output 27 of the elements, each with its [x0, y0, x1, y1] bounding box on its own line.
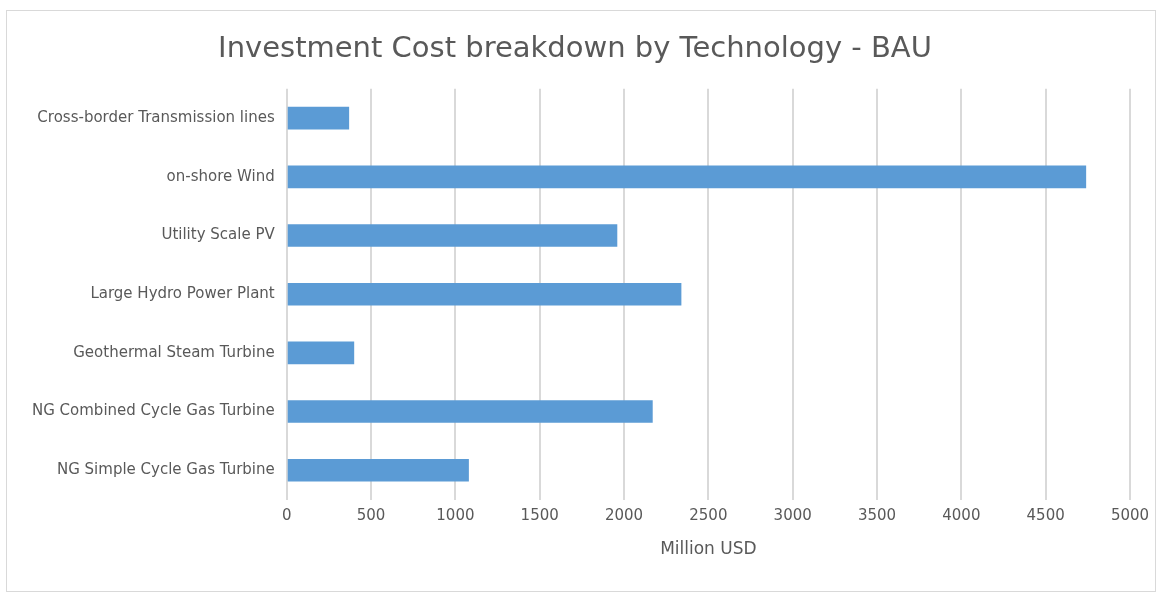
x-tick-label: 4000	[942, 506, 981, 525]
y-tick-label: Geothermal Steam Turbine	[73, 342, 275, 361]
y-tick-label: NG Simple Cycle Gas Turbine	[56, 460, 275, 479]
y-tick-label: Large Hydro Power Plant	[90, 284, 275, 303]
bar	[287, 341, 355, 365]
x-tick-label: 5000	[1110, 506, 1150, 525]
y-tick-label: on-shore Wind	[166, 166, 275, 185]
x-axis-title: Million USD	[660, 538, 757, 559]
x-tick-label: 1500	[520, 506, 559, 525]
y-tick-label: Cross-border Transmission lines	[37, 108, 275, 127]
bar	[287, 400, 653, 423]
bar	[287, 224, 618, 247]
x-tick-label: 2500	[689, 506, 728, 525]
x-tick-label: 500	[356, 506, 386, 525]
x-tick-label: 0	[281, 506, 292, 525]
y-tick-label: Utility Scale PV	[161, 225, 276, 244]
chart-title: Investment Cost breakdown by Technology - BAU	[218, 29, 932, 64]
x-tick-label: 2000	[604, 506, 644, 525]
bar	[287, 458, 469, 482]
x-tick-label: 4500	[1026, 506, 1065, 525]
bar	[287, 106, 350, 130]
bar	[287, 165, 1087, 189]
bar	[287, 282, 682, 306]
x-tick-label: 3000	[773, 506, 812, 525]
x-tick-label: 3500	[857, 506, 897, 525]
x-tick-label: 1000	[436, 506, 475, 525]
y-tick-label: NG Combined Cycle Gas Turbine	[32, 401, 275, 420]
